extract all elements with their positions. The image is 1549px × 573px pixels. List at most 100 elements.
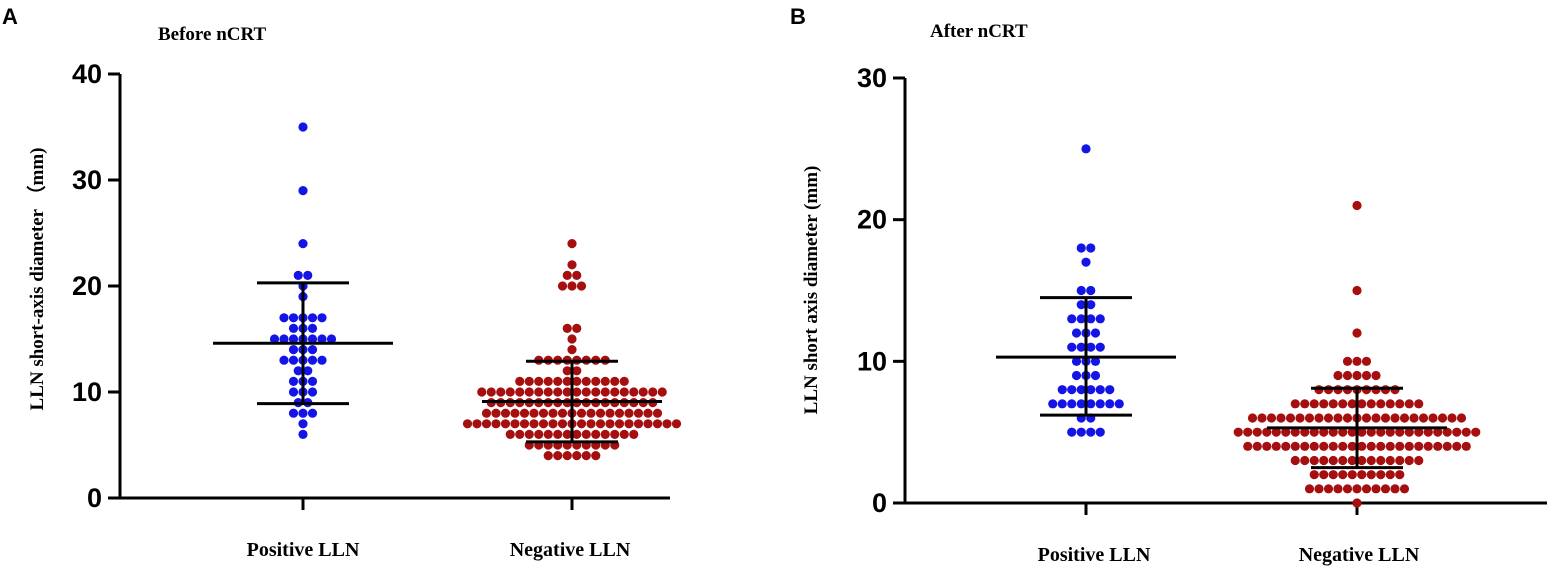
chart-b-point	[1095, 385, 1105, 395]
chart-a-point	[307, 408, 318, 418]
chart-a-point	[624, 408, 634, 418]
chart-b-point	[1309, 470, 1319, 480]
chart-b-point	[1076, 427, 1086, 437]
chart-b-point	[1347, 441, 1357, 451]
chart-b-point	[1233, 427, 1243, 437]
chart-b-point	[1342, 413, 1353, 423]
chart-b-point	[1295, 413, 1305, 423]
chart-b-point	[1414, 441, 1424, 451]
chart-a-point	[605, 408, 615, 418]
chart-b-point	[1067, 342, 1077, 352]
chart-b-point	[1338, 427, 1348, 437]
chart-a-point	[562, 387, 572, 397]
chart-b-point	[1309, 399, 1319, 409]
chart-b-point	[1371, 413, 1381, 423]
chart-a-point	[557, 281, 568, 291]
chart-b-point	[1300, 455, 1310, 466]
chart-a-point	[326, 334, 337, 344]
chart-b-point	[1361, 484, 1372, 494]
chart-a-point	[307, 355, 318, 365]
chart-b-point	[1385, 441, 1395, 451]
chart-b-point	[1333, 370, 1343, 381]
chart-a-point	[515, 387, 525, 397]
chart-b-point	[1433, 427, 1443, 437]
chart-a-point	[557, 419, 568, 429]
chart-a-point	[624, 419, 634, 429]
chart-a-point	[298, 239, 308, 249]
chart-b-point	[1461, 441, 1471, 451]
chart-b-point	[1366, 441, 1376, 451]
chart-b-point	[1271, 427, 1281, 437]
chart-a-point	[572, 366, 582, 376]
chart-b-point	[1433, 441, 1443, 451]
chart-a-point	[538, 408, 549, 418]
chart-b-point	[1290, 399, 1300, 409]
chart-a-point	[288, 313, 299, 323]
chart-a-point	[515, 376, 525, 386]
chart-a-xcat-positive: Positive LLN	[247, 539, 360, 561]
chart-a-point	[548, 419, 558, 429]
chart-b-point	[1114, 399, 1124, 409]
chart-a-point	[553, 429, 563, 439]
chart-b-point	[1076, 385, 1086, 395]
chart-b-point	[1328, 470, 1338, 480]
chart-a-point	[633, 419, 644, 429]
chart-b-point	[1376, 470, 1386, 480]
chart-b-point	[1352, 328, 1362, 338]
chart-b-ytick-label: 30	[857, 63, 887, 93]
chart-b-point	[1086, 399, 1096, 409]
chart-a-point	[307, 387, 318, 397]
chart-b-point	[1390, 413, 1400, 423]
chart-b-point	[1105, 399, 1115, 409]
chart-a-point	[562, 323, 572, 333]
chart-b-point	[1371, 484, 1381, 494]
chart-b-point	[1247, 413, 1258, 423]
chart-a-point	[610, 429, 620, 439]
panel-label-b: B	[790, 4, 806, 29]
chart-b-point	[1257, 413, 1267, 423]
chart-a-point	[562, 429, 572, 439]
chart-b-point	[1304, 484, 1315, 494]
chart-b-point	[1081, 257, 1091, 267]
chart-a-point	[557, 408, 568, 418]
chart-a-point	[657, 387, 667, 397]
chart-a-point	[510, 408, 520, 418]
chart-a-point	[307, 376, 318, 386]
chart-a-point	[279, 313, 289, 323]
chart-b-point	[1067, 385, 1077, 395]
chart-a-point	[524, 376, 534, 386]
chart-b-point	[1067, 399, 1077, 409]
chart-b-point	[1414, 455, 1424, 466]
chart-b-point	[1423, 441, 1433, 451]
chart-b-point	[1333, 484, 1343, 494]
chart-b-point	[1347, 427, 1357, 437]
chart-a-point	[572, 451, 582, 461]
chart-b-point	[1076, 300, 1086, 310]
chart-b-point	[1361, 356, 1372, 366]
chart-b-point	[1442, 441, 1452, 451]
chart-a-point	[581, 376, 591, 386]
chart-a-xcat-negative: Negative LLN	[510, 539, 631, 561]
chart-b-point	[1428, 413, 1438, 423]
panel-label-a: A	[2, 4, 18, 29]
chart-a-point	[605, 419, 615, 429]
chart-b-point	[1086, 314, 1096, 324]
chart-b-point	[1309, 427, 1319, 437]
chart-b-point	[1323, 413, 1334, 423]
chart-b-point	[1437, 413, 1448, 423]
chart-a-ytick-label: 0	[87, 483, 102, 513]
chart-b-point	[1404, 441, 1414, 451]
chart-b-point	[1328, 441, 1338, 451]
chart-b-ytick-label: 20	[857, 205, 887, 235]
chart-b-point	[1086, 300, 1096, 310]
chart-a-ytick-label: 40	[72, 59, 102, 89]
chart-a-point	[576, 419, 587, 429]
chart-b-point	[1395, 470, 1405, 480]
chart-a-point	[595, 408, 606, 418]
chart-a-point	[576, 408, 587, 418]
chart-a-point	[543, 429, 553, 439]
chart-b-point	[1376, 455, 1386, 466]
chart-b-point	[1447, 413, 1457, 423]
chart-b-point	[1105, 385, 1115, 395]
